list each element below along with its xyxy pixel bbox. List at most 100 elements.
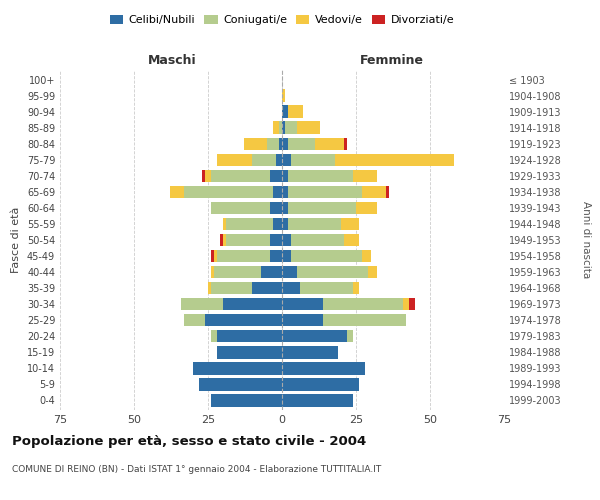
Bar [217,346,282,358]
Bar [223,298,282,310]
Bar [282,362,365,374]
Bar [208,282,211,294]
Bar [323,314,406,326]
Bar [270,170,282,182]
Bar [386,186,389,198]
Bar [356,202,377,214]
Bar [184,314,205,326]
Text: Popolazione per età, sesso e stato civile - 2004: Popolazione per età, sesso e stato civil… [12,435,366,448]
Bar [353,170,377,182]
Bar [282,90,285,102]
Bar [282,266,297,278]
Bar [170,186,184,198]
Bar [291,234,344,246]
Bar [344,234,359,246]
Y-axis label: Fasce di età: Fasce di età [11,207,21,273]
Bar [273,186,282,198]
Bar [184,186,273,198]
Bar [291,154,335,166]
Bar [288,202,356,214]
Bar [223,218,226,230]
Bar [211,266,214,278]
Bar [282,346,338,358]
Bar [288,138,314,150]
Bar [297,266,368,278]
Bar [344,138,347,150]
Bar [211,394,282,406]
Bar [282,330,347,342]
Bar [202,170,205,182]
Bar [323,298,403,310]
Bar [282,170,288,182]
Bar [253,282,282,294]
Bar [223,234,226,246]
Bar [282,138,288,150]
Bar [297,122,320,134]
Bar [285,122,297,134]
Bar [282,378,359,390]
Y-axis label: Anni di nascita: Anni di nascita [581,202,591,278]
Bar [291,250,362,262]
Bar [282,154,291,166]
Bar [253,154,276,166]
Bar [403,298,409,310]
Bar [211,202,270,214]
Bar [279,138,282,150]
Bar [205,314,282,326]
Bar [282,218,288,230]
Legend: Celibi/Nubili, Coniugati/e, Vedovi/e, Divorziati/e: Celibi/Nubili, Coniugati/e, Vedovi/e, Di… [106,10,458,30]
Text: Maschi: Maschi [148,54,197,67]
Bar [273,218,282,230]
Bar [282,234,291,246]
Bar [193,362,282,374]
Bar [214,250,217,262]
Bar [288,218,341,230]
Bar [181,298,223,310]
Bar [288,186,362,198]
Bar [282,186,288,198]
Bar [288,170,353,182]
Bar [282,314,323,326]
Bar [300,282,353,294]
Bar [282,250,291,262]
Bar [347,330,353,342]
Bar [279,122,282,134]
Bar [211,250,214,262]
Bar [276,154,282,166]
Bar [211,170,270,182]
Bar [217,154,253,166]
Bar [226,218,273,230]
Bar [211,282,253,294]
Bar [270,234,282,246]
Bar [288,106,303,118]
Bar [244,138,267,150]
Text: Femmine: Femmine [359,54,424,67]
Bar [261,266,282,278]
Bar [270,202,282,214]
Bar [362,186,386,198]
Bar [220,234,223,246]
Bar [214,266,261,278]
Bar [341,218,359,230]
Bar [282,122,285,134]
Bar [335,154,454,166]
Bar [282,282,300,294]
Bar [409,298,415,310]
Bar [217,330,282,342]
Bar [353,282,359,294]
Bar [226,234,270,246]
Bar [205,170,211,182]
Bar [217,250,270,262]
Bar [314,138,344,150]
Bar [267,138,279,150]
Bar [282,394,353,406]
Bar [270,250,282,262]
Bar [282,106,288,118]
Bar [211,330,217,342]
Bar [273,122,279,134]
Bar [362,250,371,262]
Bar [282,202,288,214]
Bar [199,378,282,390]
Text: COMUNE DI REINO (BN) - Dati ISTAT 1° gennaio 2004 - Elaborazione TUTTITALIA.IT: COMUNE DI REINO (BN) - Dati ISTAT 1° gen… [12,465,381,474]
Bar [282,298,323,310]
